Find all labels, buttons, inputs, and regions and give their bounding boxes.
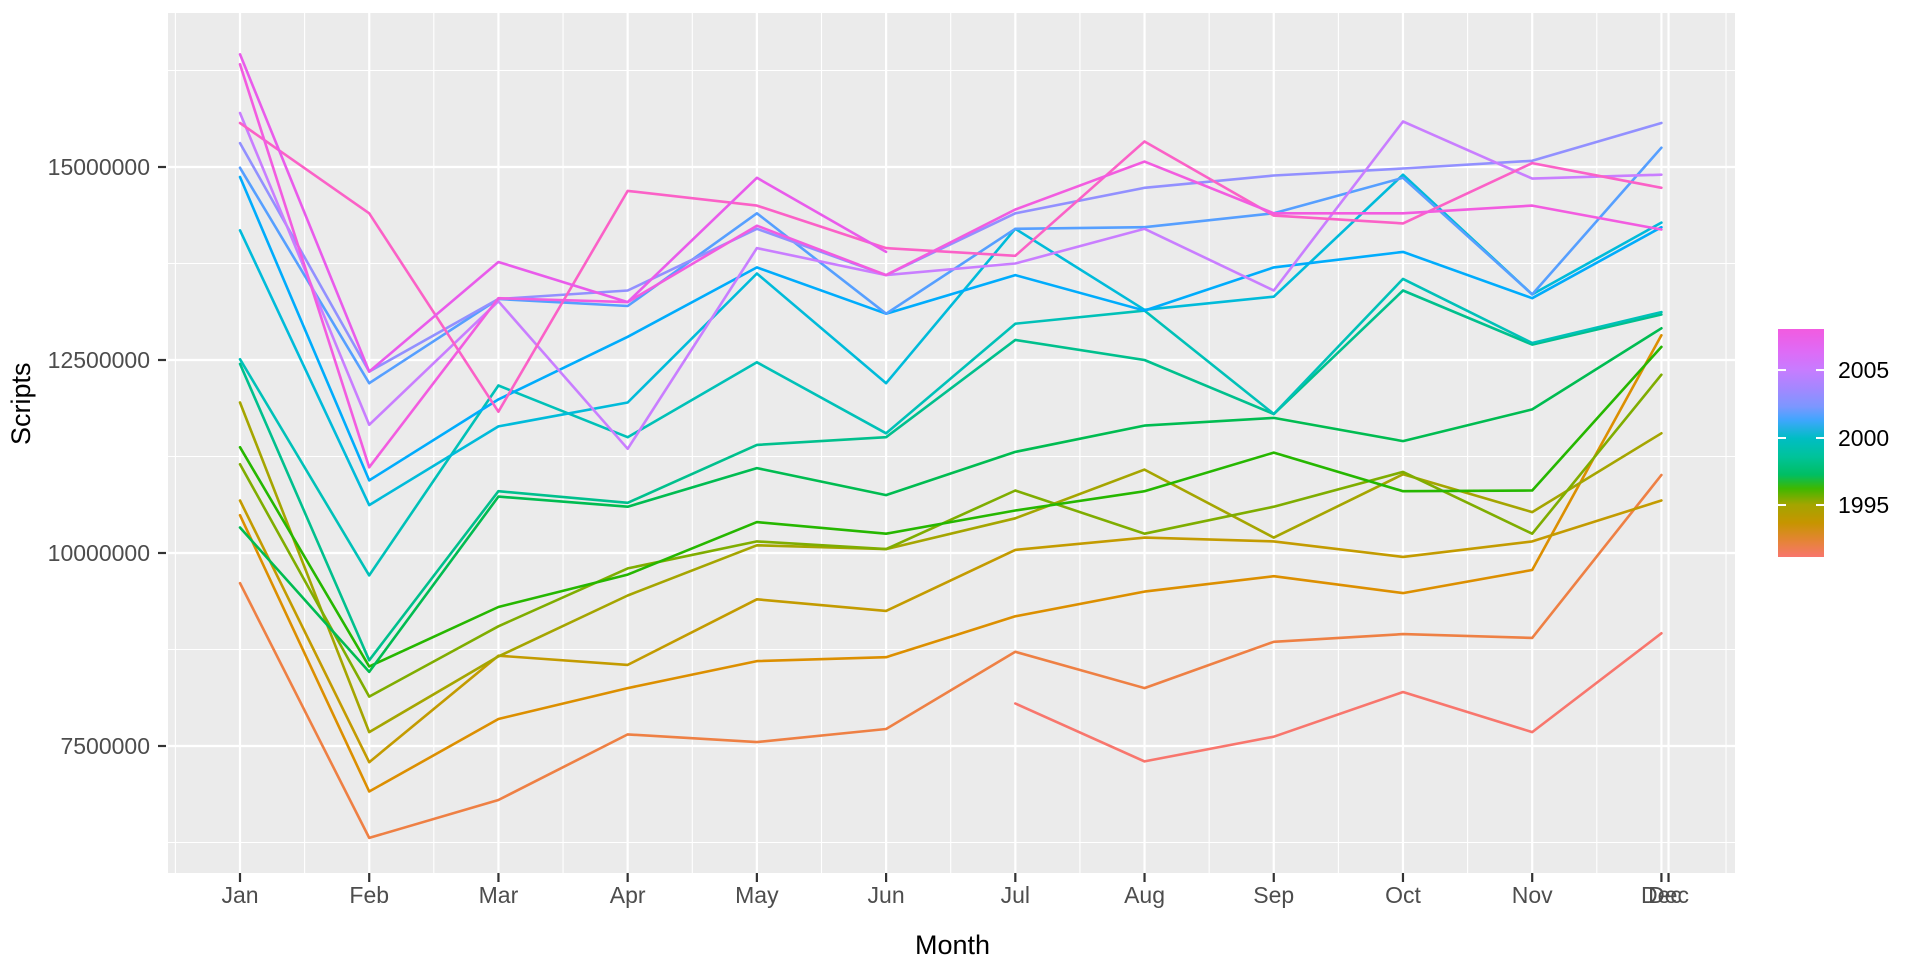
series-line-1991 <box>1013 631 1663 763</box>
x-tick-label: Nov <box>1512 882 1553 908</box>
x-tick-label: Dec <box>1641 882 1682 908</box>
legend-colorbar <box>1778 329 1824 557</box>
x-axis-title: Month <box>915 930 991 960</box>
x-tick-label: Aug <box>1124 882 1165 908</box>
x-tick-label: Mar <box>479 882 519 908</box>
x-tick-label: Sep <box>1253 882 1294 908</box>
x-tick-label: Apr <box>610 882 646 908</box>
legend-tick-label: 2005 <box>1838 357 1889 383</box>
x-tick-label: Jan <box>221 882 258 908</box>
series-line-2006 <box>238 121 1663 414</box>
y-axis-title: Scripts <box>6 362 36 445</box>
x-tick-label: Jun <box>868 882 905 908</box>
legend-tick-label: 2000 <box>1838 425 1889 451</box>
legend-tick-label: 1995 <box>1838 492 1889 518</box>
x-tick-label: Feb <box>349 882 389 908</box>
x-tick-label: Oct <box>1385 882 1421 908</box>
series-line-2004 <box>238 121 1663 373</box>
plot-panel <box>168 13 1735 873</box>
series-line-1992 <box>238 473 1663 840</box>
x-tick-label: May <box>735 882 779 908</box>
series-line-2007 <box>238 63 1663 469</box>
series-line-1995 <box>238 401 1663 734</box>
y-tick-label: 7500000 <box>60 733 150 759</box>
series-line-2000 <box>238 277 1663 577</box>
series-line-1993 <box>238 333 1663 793</box>
series-line-2002 <box>238 175 1663 482</box>
y-tick-label: 10000000 <box>48 540 150 566</box>
series-line-2003 <box>238 146 1663 385</box>
series-line-2008 <box>238 52 888 373</box>
series-line-2005 <box>238 111 1663 451</box>
series-line-1997 <box>238 345 1663 668</box>
series-line-1999 <box>238 289 1663 662</box>
series-line-1996 <box>238 373 1663 698</box>
x-tick-label: Dec <box>1648 882 1689 908</box>
x-tick-label: Jul <box>1001 882 1030 908</box>
series-line-1994 <box>238 499 1663 764</box>
series-line-1998 <box>238 326 1663 674</box>
series-line-2001 <box>238 173 1663 507</box>
y-tick-label: 15000000 <box>48 154 150 180</box>
y-tick-label: 12500000 <box>48 347 150 373</box>
